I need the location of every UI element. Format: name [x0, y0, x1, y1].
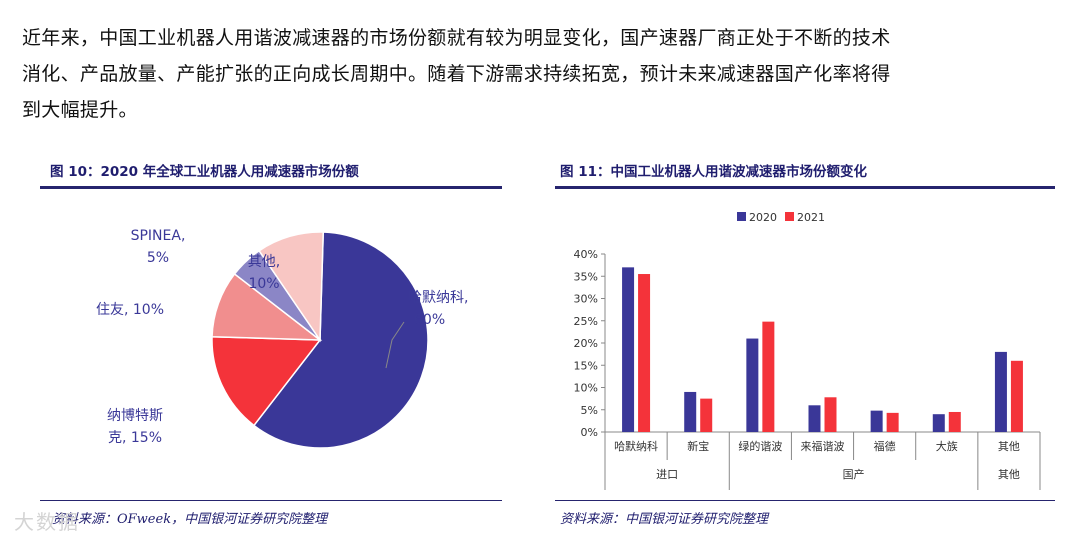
- x-tick-label: 大族: [936, 439, 958, 453]
- pie-slice-value: 克, 15%: [108, 430, 162, 446]
- intro-paragraph: 近年来，中国工业机器人用谐波减速器的市场份额就有较为明显变化，国产速器厂商正处于…: [22, 20, 1062, 128]
- pie-slice-value: 60%: [414, 312, 445, 328]
- bar: [700, 398, 713, 432]
- pie-slice-label: 住友, 10%: [96, 302, 164, 318]
- x-tick-label: 福德: [874, 439, 896, 453]
- pie-slice: [252, 231, 429, 449]
- bar: [762, 321, 775, 432]
- bar: [870, 410, 883, 432]
- pie-slice-value: 5%: [147, 250, 169, 266]
- pie-slice-label: 其他,: [248, 254, 280, 270]
- bar: [948, 411, 961, 432]
- bar: [622, 267, 635, 432]
- bar: [886, 412, 899, 432]
- bar: [638, 274, 651, 432]
- pie-slice-label: 纳博特斯: [107, 407, 163, 424]
- figure11-source: 资料来源：中国银河证券研究院整理: [560, 512, 769, 527]
- figure11-top-rule: [555, 186, 1055, 189]
- y-tick-label: 40%: [574, 248, 598, 261]
- intro-line: 近年来，中国工业机器人用谐波减速器的市场份额就有较为明显变化，国产速器厂商正处于…: [22, 27, 891, 49]
- legend-swatch: [785, 212, 794, 221]
- x-tick-label: 新宝: [687, 439, 709, 453]
- figure10-top-rule: [40, 186, 502, 189]
- bar: [824, 397, 837, 432]
- figure10-title: 图 10：2020 年全球工业机器人用减速器市场份额: [50, 164, 359, 180]
- bar: [1010, 360, 1023, 432]
- bar: [808, 405, 821, 432]
- figure10-bottom-rule: [40, 500, 502, 501]
- y-tick-label: 25%: [574, 315, 598, 328]
- pie-leader-line: [385, 321, 405, 369]
- figure11-bottom-rule: [555, 500, 1055, 501]
- pie-slice: [211, 335, 322, 427]
- x-tick-label: 来福谐波: [801, 439, 845, 453]
- pie-slice-label: 哈默纳科,: [408, 290, 468, 306]
- bar: [994, 351, 1007, 432]
- legend-swatch: [737, 212, 746, 221]
- x-tick-label: 哈默纳科: [614, 439, 658, 453]
- legend-label: 2020: [749, 211, 777, 224]
- legend-label: 2021: [797, 211, 825, 224]
- y-tick-label: 20%: [574, 337, 598, 350]
- figure11-title: 图 11：中国工业机器人用谐波减速器市场份额变化: [560, 164, 867, 180]
- y-tick-label: 30%: [574, 293, 598, 306]
- y-tick-label: 5%: [581, 404, 598, 417]
- x-group-label: 进口: [656, 468, 678, 481]
- figure10-source: 资料来源：OFweek，中国银河证券研究院整理: [52, 512, 328, 527]
- x-tick-label: 绿的谐波: [738, 439, 782, 453]
- y-tick-label: 10%: [574, 382, 598, 395]
- x-group-label: 其他: [998, 468, 1020, 481]
- bar: [746, 338, 759, 432]
- bar-chart: 2020 2021 0% 5% 10% 15% 20% 25% 30% 35% 40% 哈默纳科 新宝…: [574, 211, 1041, 490]
- x-tick-label: 其他: [998, 440, 1020, 453]
- y-tick-label: 35%: [574, 270, 598, 283]
- intro-line: 消化、产品放量、产能扩张的正向成长周期中。随着下游需求持续拓宽，预计未来减速器国…: [22, 63, 891, 85]
- watermark-text: 大数据: [14, 510, 80, 534]
- x-group-label: 国产: [843, 467, 865, 481]
- pie-slice-label: SPINEA,: [131, 228, 186, 244]
- y-tick-label: 15%: [574, 359, 598, 372]
- intro-line: 到大幅提升。: [22, 99, 138, 121]
- pie-slice: [258, 231, 325, 343]
- bar: [932, 414, 945, 432]
- pie-slice-value: 10%: [248, 276, 279, 292]
- y-tick-label: 0%: [581, 426, 598, 439]
- bar: [684, 391, 697, 432]
